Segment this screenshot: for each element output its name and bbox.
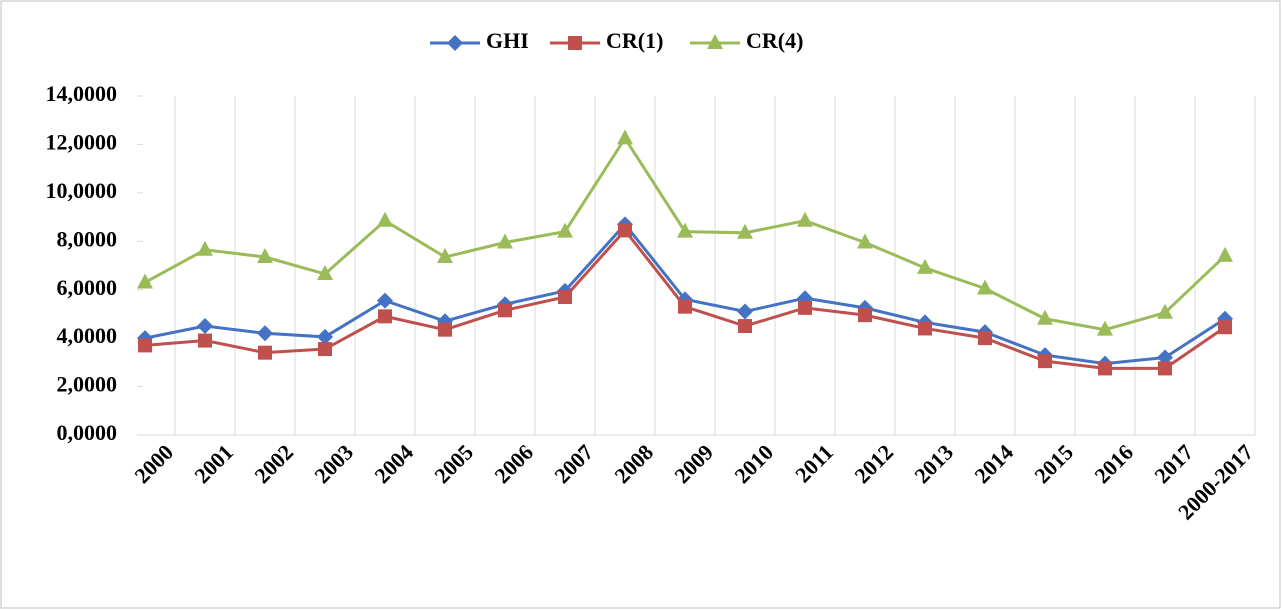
- marker: [618, 223, 632, 238]
- marker: [198, 333, 212, 348]
- marker: [378, 309, 392, 324]
- marker: [437, 248, 453, 264]
- marker: [977, 279, 993, 295]
- marker: [438, 322, 452, 337]
- marker: [317, 264, 333, 280]
- marker: [377, 292, 393, 309]
- marker: [377, 211, 393, 227]
- marker: [1037, 309, 1053, 325]
- marker: [677, 222, 693, 238]
- marker: [257, 248, 273, 264]
- marker: [1218, 320, 1232, 335]
- marker: [257, 325, 273, 342]
- marker: [258, 345, 272, 360]
- marker: [737, 303, 753, 320]
- marker: [447, 35, 463, 51]
- marker: [197, 318, 213, 335]
- marker: [798, 300, 812, 315]
- marker: [1158, 361, 1172, 376]
- marker: [797, 211, 813, 227]
- marker: [317, 328, 333, 345]
- y-tick-label: 2,0000: [57, 372, 118, 397]
- marker: [1098, 361, 1112, 376]
- y-tick-label: 4,0000: [57, 323, 118, 348]
- y-tick-label: 10,0000: [46, 178, 118, 203]
- marker: [978, 331, 992, 346]
- marker: [498, 303, 512, 318]
- marker: [197, 240, 213, 256]
- marker: [1217, 246, 1233, 262]
- marker: [568, 36, 582, 50]
- marker: [137, 273, 153, 289]
- y-tick-label: 0,0000: [57, 420, 118, 445]
- marker: [737, 223, 753, 239]
- marker: [138, 338, 152, 353]
- marker: [917, 258, 933, 274]
- y-tick-label: 6,0000: [57, 275, 118, 300]
- marker: [678, 299, 692, 314]
- marker: [857, 233, 873, 249]
- marker: [1097, 320, 1113, 336]
- marker: [1157, 303, 1173, 319]
- marker: [497, 233, 513, 249]
- y-tick-label: 14,0000: [46, 81, 118, 106]
- legend-label: GHI: [486, 28, 529, 53]
- marker: [1038, 354, 1052, 369]
- marker: [918, 321, 932, 336]
- marker: [858, 308, 872, 323]
- y-tick-label: 12,0000: [46, 129, 118, 154]
- legend-label: CR(4): [746, 28, 803, 53]
- marker: [318, 342, 332, 357]
- marker: [558, 289, 572, 304]
- y-tick-label: 8,0000: [57, 226, 118, 251]
- marker: [738, 319, 752, 334]
- legend-label: CR(1): [606, 28, 663, 53]
- marker: [617, 129, 633, 145]
- marker: [707, 34, 723, 49]
- marker: [557, 222, 573, 238]
